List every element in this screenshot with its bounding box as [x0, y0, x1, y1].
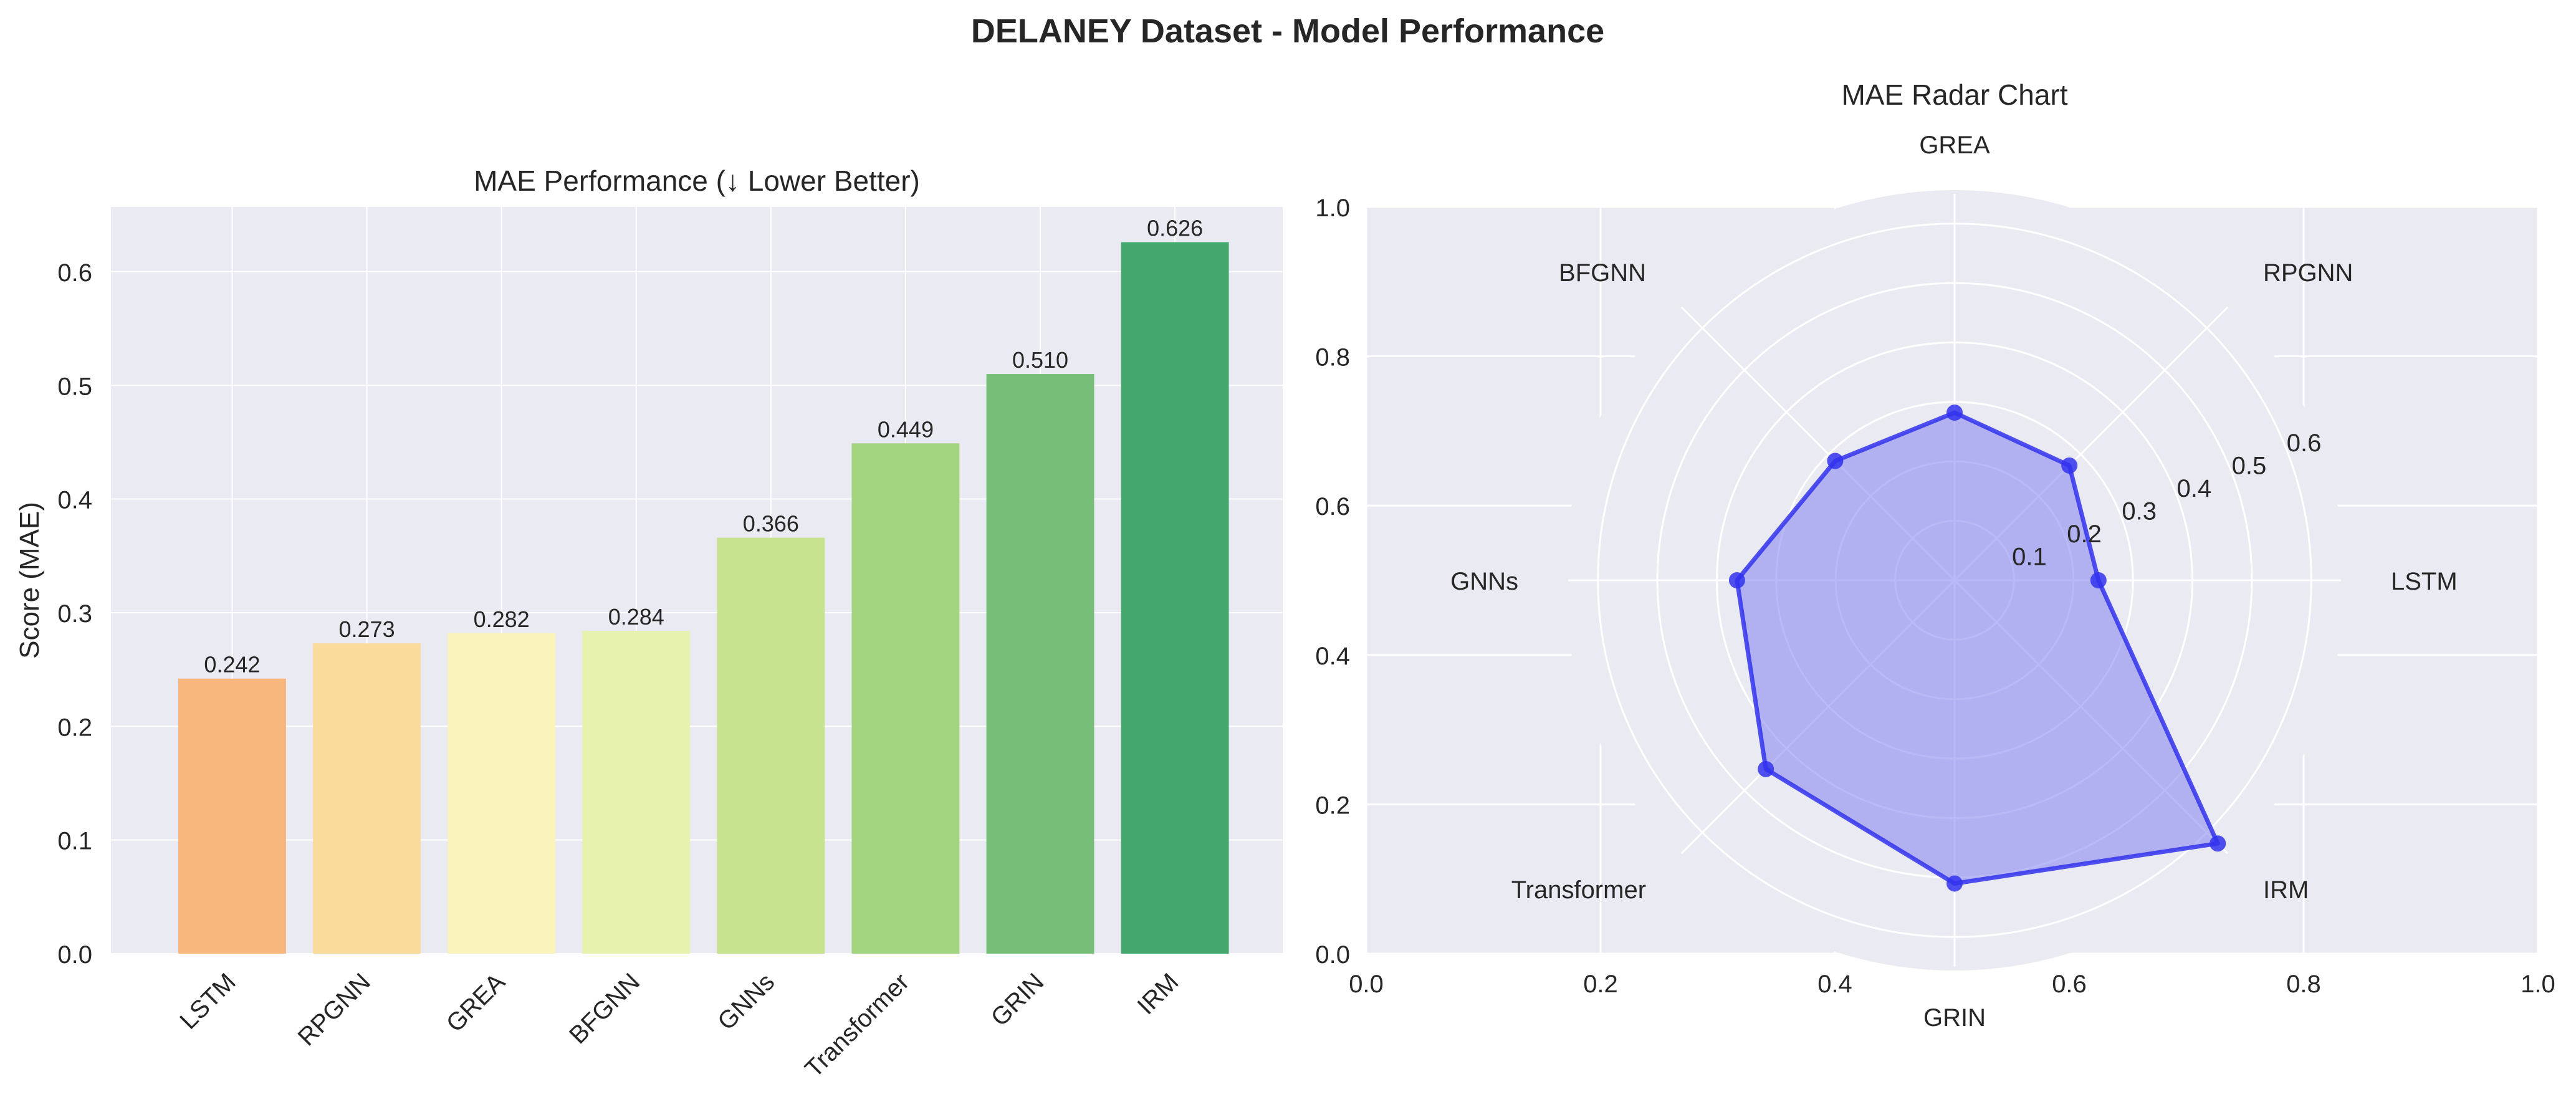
radar-axis-label: GREA	[1919, 132, 1990, 159]
bar	[448, 633, 556, 954]
bar-value-label: 0.273	[339, 616, 395, 642]
radar-frame-x-tick-label: 0.4	[1817, 970, 1852, 998]
radar-axis-label: RPGNN	[2263, 259, 2353, 287]
bar-chart: 0.242 0.273 0.282 0.284 0.366 0.449 0.510 0.626…	[14, 165, 1283, 1083]
bar	[1121, 242, 1229, 954]
radar-frame-y-tick-label: 0.2	[1315, 792, 1350, 819]
bar	[717, 537, 825, 954]
radar-point	[1758, 760, 1774, 777]
radar-point	[1728, 572, 1745, 588]
bar-y-tick-label: 0.4	[57, 487, 92, 514]
bar-x-tick-label: LSTM	[175, 968, 241, 1035]
radar-point	[1946, 405, 1963, 421]
radar-series-fill	[1736, 413, 2218, 884]
radar-axis-label: GNNs	[1450, 568, 1518, 595]
bar-value-labels: 0.242 0.273 0.282 0.284 0.366 0.449 0.510 0.626	[204, 216, 1203, 678]
bar-x-tick-label: GRIN	[986, 968, 1050, 1032]
radar-frame-x-tick-label: 0.8	[2286, 970, 2321, 998]
radar-frame-x-tick-label: 0.2	[1583, 970, 1618, 998]
bar-plot-area	[111, 207, 1283, 954]
bar-x-tick-label: GREA	[441, 968, 510, 1037]
radar-frame-y-tick-label: 0.8	[1315, 344, 1350, 371]
bar-value-label: 0.366	[743, 511, 799, 537]
bars	[178, 242, 1229, 954]
radar-frame-y-tick-label: 0.0	[1315, 941, 1350, 969]
radar-chart: 0.0 0.2 0.4 0.6 0.8 1.0 0.0 0.2 0.4 0.6 0.8 1.0 0.1…	[1315, 79, 2555, 1032]
radar-axis-label: Transformer	[1511, 876, 1646, 904]
radar-series	[1728, 405, 2226, 892]
bar-x-tick-label: Transformer	[800, 968, 914, 1083]
radar-axis-label: BFGNN	[1559, 259, 1646, 287]
radar-frame-x-tick-label: 1.0	[2521, 970, 2555, 998]
bar-y-tick-label: 0.6	[57, 259, 92, 287]
radar-axis-label: LSTM	[2391, 568, 2458, 595]
bar-y-tick-labels: 0.0 0.1 0.2 0.3 0.4 0.5 0.6	[57, 259, 92, 969]
bar-chart-title: MAE Performance (↓ Lower Better)	[474, 165, 920, 197]
radar-radial-tick-label: 0.4	[2176, 475, 2211, 502]
radar-radial-tick-label: 0.6	[2287, 429, 2322, 457]
bar-x-tick-label: GNNs	[712, 968, 780, 1035]
radar-point	[1946, 875, 1963, 892]
radar-axis-labels: LSTM RPGNN GREA BFGNN GNNs Transformer GRIN IRM	[1450, 132, 2458, 1032]
radar-point	[1827, 453, 1844, 469]
bar-value-label: 0.626	[1147, 216, 1203, 241]
bar-y-tick-label: 0.5	[57, 373, 92, 400]
bar	[582, 631, 691, 954]
bar-y-tick-label: 0.1	[57, 828, 92, 855]
radar-frame-tick-labels: 0.0 0.2 0.4 0.6 0.8 1.0 0.0 0.2 0.4 0.6 0.8 1.0	[1315, 194, 2555, 998]
bar-x-tick-label: BFGNN	[564, 968, 645, 1049]
radar-radial-tick-label: 0.5	[2232, 452, 2267, 479]
bar-x-tick-labels: LSTM RPGNN GREA BFGNN GNNs Transformer GRIN IRM	[175, 968, 1184, 1083]
bar-value-label: 0.510	[1012, 347, 1068, 373]
bar-y-axis-label: Score (MAE)	[14, 502, 45, 659]
radar-radial-tick-label: 0.1	[2012, 543, 2047, 570]
radar-frame-y-tick-label: 0.4	[1315, 643, 1350, 670]
radar-frame-x-tick-label: 0.6	[2052, 970, 2087, 998]
radar-chart-title: MAE Radar Chart	[1841, 79, 2067, 111]
bar	[313, 643, 421, 954]
radar-point	[2210, 835, 2226, 852]
radar-axis-label: GRIN	[1923, 1004, 1986, 1032]
radar-ring	[1597, 223, 2312, 938]
bar	[851, 443, 960, 954]
radar-frame-x-tick-label: 0.0	[1349, 970, 1384, 998]
radar-axis-label: IRM	[2263, 876, 2309, 904]
radar-frame-y-tick-label: 0.6	[1315, 493, 1350, 520]
bar-x-tick-label: IRM	[1132, 968, 1184, 1020]
radar-radial-tick-labels: 0.1 0.2 0.3 0.4 0.5 0.6	[2012, 429, 2321, 571]
bar-value-label: 0.284	[608, 604, 664, 630]
bar-y-tick-label: 0.0	[57, 941, 92, 969]
bar-y-tick-label: 0.3	[57, 600, 92, 628]
bar-value-label: 0.282	[474, 606, 530, 632]
radar-frame-y-tick-label: 1.0	[1315, 194, 1350, 222]
bar	[986, 374, 1094, 954]
radar-point	[2090, 572, 2107, 588]
radar-radial-tick-label: 0.2	[2067, 520, 2102, 548]
bar	[178, 678, 286, 954]
radar-point	[2061, 457, 2078, 474]
bar-value-label: 0.242	[204, 652, 260, 678]
bar-value-label: 0.449	[878, 416, 934, 442]
bar-y-tick-label: 0.2	[57, 714, 92, 741]
figure-suptitle: DELANEY Dataset - Model Performance	[971, 12, 1604, 50]
bar-x-tick-label: RPGNN	[293, 968, 376, 1051]
radar-radial-tick-label: 0.3	[2122, 497, 2157, 525]
